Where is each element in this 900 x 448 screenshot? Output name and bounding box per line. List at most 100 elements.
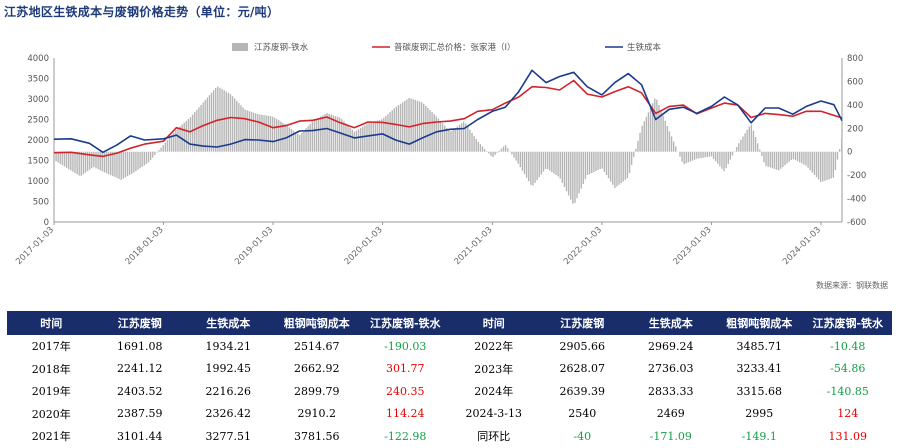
spread-bar bbox=[761, 152, 762, 156]
spread-bar bbox=[150, 152, 151, 160]
spread-bar bbox=[100, 152, 101, 171]
spread-bar bbox=[629, 152, 630, 173]
spread-bar bbox=[381, 119, 382, 152]
spread-bar bbox=[786, 152, 787, 164]
spread-bar bbox=[698, 152, 699, 159]
spread-bar bbox=[683, 152, 684, 164]
spread-bar bbox=[547, 152, 548, 169]
spread-bar bbox=[656, 100, 657, 152]
spread-bar bbox=[148, 152, 149, 163]
spread-bar bbox=[360, 128, 361, 152]
spread-bar bbox=[759, 150, 760, 152]
spread-bar bbox=[562, 152, 563, 183]
y-right-tick-label: 200 bbox=[847, 124, 863, 134]
spread-bar bbox=[66, 152, 67, 168]
spread-bar bbox=[736, 147, 737, 152]
table-cell: 同环比 bbox=[450, 425, 539, 448]
spread-bar bbox=[139, 152, 140, 169]
spread-bar bbox=[272, 116, 273, 151]
table-cell: 2995 bbox=[715, 403, 804, 426]
spread-bar bbox=[160, 148, 161, 152]
spread-bar bbox=[331, 115, 332, 152]
table-header-cell: 江苏废钢 bbox=[538, 311, 627, 335]
spread-bar bbox=[95, 152, 96, 168]
spread-bar bbox=[259, 114, 260, 151]
spread-bar bbox=[740, 140, 741, 152]
x-tick-label: 2018-01-03 bbox=[124, 225, 166, 267]
table-cell: 2019年 bbox=[7, 380, 96, 403]
spread-bar bbox=[305, 128, 306, 151]
spread-bar bbox=[770, 152, 771, 168]
spread-bar bbox=[641, 126, 642, 152]
spread-bar bbox=[650, 108, 651, 152]
spread-bar bbox=[753, 131, 754, 152]
spread-bar bbox=[812, 152, 813, 173]
spread-bar bbox=[576, 152, 577, 198]
spread-bar bbox=[240, 105, 241, 151]
spread-bar bbox=[570, 152, 571, 200]
y-right-tick-label: 800 bbox=[847, 54, 863, 64]
spread-bar bbox=[83, 152, 84, 174]
spread-bar bbox=[423, 104, 424, 152]
spread-bar bbox=[511, 152, 512, 155]
spread-bar bbox=[419, 101, 420, 151]
spread-bar bbox=[244, 110, 245, 152]
spread-bar bbox=[291, 129, 292, 152]
spread-bar bbox=[788, 152, 789, 162]
spread-bar bbox=[801, 152, 802, 164]
table-header-cell: 粗钢吨钢成本 bbox=[273, 311, 362, 335]
spread-bar bbox=[289, 127, 290, 151]
table-cell: -40 bbox=[538, 425, 627, 448]
table-cell: 3781.56 bbox=[273, 425, 362, 448]
spread-bar bbox=[431, 112, 432, 152]
spread-bar bbox=[186, 121, 187, 152]
spread-bar bbox=[295, 132, 296, 151]
spread-bar bbox=[251, 112, 252, 152]
spread-bar bbox=[841, 139, 842, 152]
spread-bar bbox=[765, 152, 766, 166]
spread-bar bbox=[757, 143, 758, 151]
spread-bar bbox=[391, 110, 392, 152]
spread-bar bbox=[648, 112, 649, 152]
spread-bar bbox=[398, 105, 399, 152]
spread-bar bbox=[763, 152, 764, 162]
spread-bar bbox=[564, 152, 565, 187]
spread-bar bbox=[616, 152, 617, 187]
spread-bar bbox=[263, 115, 264, 152]
y-right-tick-label: 600 bbox=[847, 77, 863, 87]
spread-bar bbox=[152, 152, 153, 158]
spread-bar bbox=[530, 152, 531, 185]
spread-bar bbox=[646, 117, 647, 152]
spread-bar bbox=[539, 152, 540, 178]
table-cell: 2469 bbox=[627, 403, 716, 426]
spread-bar bbox=[274, 118, 275, 152]
spread-bar bbox=[129, 152, 130, 175]
table-header-cell: 生铁成本 bbox=[184, 311, 273, 335]
legend-label: 江苏废钢-铁水 bbox=[254, 42, 309, 53]
spread-bar bbox=[820, 152, 821, 182]
spread-bar bbox=[797, 152, 798, 162]
spread-bar bbox=[385, 116, 386, 152]
spread-bar bbox=[795, 152, 796, 160]
table-cell: 3277.51 bbox=[184, 425, 273, 448]
spread-bar bbox=[728, 152, 729, 164]
spread-bar bbox=[518, 152, 519, 164]
spread-bar bbox=[688, 152, 689, 163]
spread-bar bbox=[520, 152, 521, 167]
spread-bar bbox=[125, 152, 126, 178]
spread-bar bbox=[755, 137, 756, 152]
spread-bar bbox=[686, 152, 687, 164]
spread-bar bbox=[312, 122, 313, 152]
spread-bar bbox=[467, 127, 468, 152]
spread-bar bbox=[654, 99, 655, 152]
spread-bar bbox=[137, 152, 138, 170]
spread-bar bbox=[593, 152, 594, 172]
spread-bar bbox=[799, 152, 800, 163]
spread-bar bbox=[625, 152, 626, 180]
spread-bar bbox=[499, 151, 500, 152]
spread-bar bbox=[560, 152, 561, 179]
table-header-cell: 生铁成本 bbox=[627, 311, 716, 335]
spread-bar bbox=[522, 152, 523, 171]
table-cell: 2387.59 bbox=[96, 403, 185, 426]
